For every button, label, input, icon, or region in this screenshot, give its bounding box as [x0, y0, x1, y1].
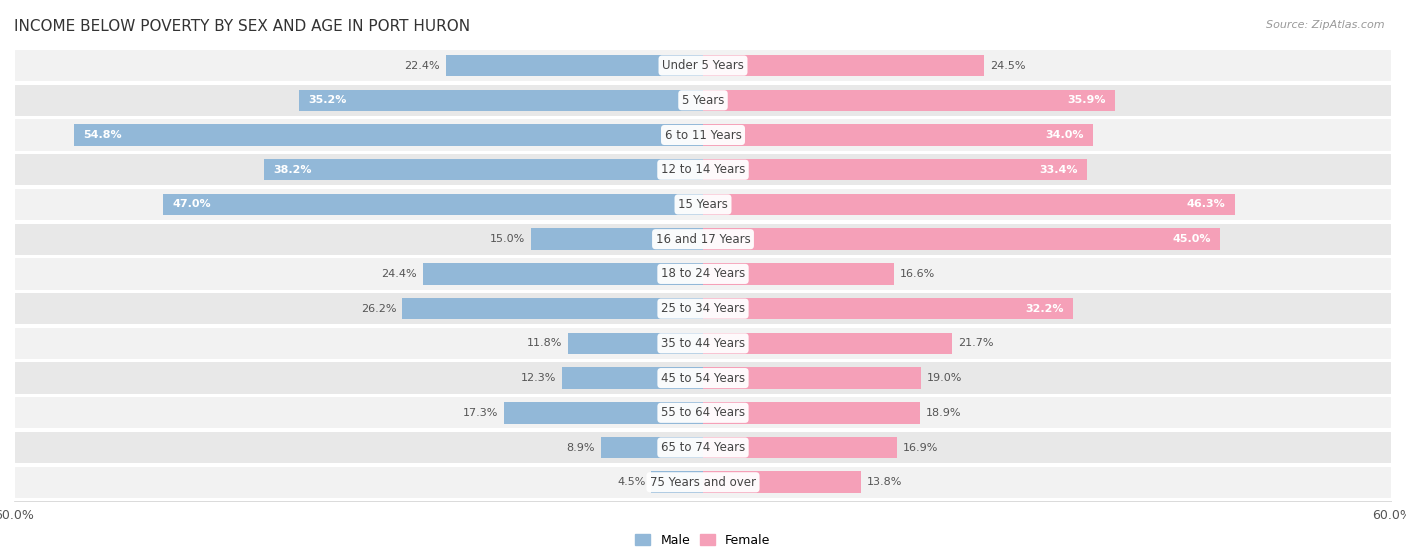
Text: 38.2%: 38.2% [274, 165, 312, 175]
Text: 22.4%: 22.4% [405, 60, 440, 70]
Bar [703, 263, 894, 285]
Text: 11.8%: 11.8% [526, 338, 562, 348]
Bar [703, 367, 921, 389]
Bar [14, 396, 1392, 429]
Bar [423, 263, 703, 285]
Text: 26.2%: 26.2% [361, 304, 396, 314]
Bar [14, 326, 1392, 360]
Text: 35.9%: 35.9% [1067, 95, 1107, 105]
Bar [14, 222, 1392, 256]
Bar [14, 49, 1392, 82]
Bar [14, 292, 1392, 325]
Bar [14, 153, 1392, 186]
Text: 24.5%: 24.5% [990, 60, 1025, 70]
Text: 54.8%: 54.8% [83, 130, 121, 140]
Text: 15 Years: 15 Years [678, 198, 728, 211]
Text: Under 5 Years: Under 5 Years [662, 59, 744, 72]
Text: 24.4%: 24.4% [381, 269, 418, 279]
Text: 19.0%: 19.0% [927, 373, 962, 383]
Bar [703, 298, 1073, 319]
Bar [446, 55, 703, 77]
Bar [703, 471, 862, 493]
Text: 45 to 54 Years: 45 to 54 Years [661, 372, 745, 385]
Text: 55 to 64 Years: 55 to 64 Years [661, 406, 745, 419]
Bar [14, 257, 1392, 291]
Bar [703, 159, 1087, 181]
Bar [14, 188, 1392, 221]
Text: Source: ZipAtlas.com: Source: ZipAtlas.com [1267, 20, 1385, 30]
Bar [505, 402, 703, 424]
Bar [14, 119, 1392, 151]
Bar [651, 471, 703, 493]
Text: 5 Years: 5 Years [682, 94, 724, 107]
Text: 45.0%: 45.0% [1173, 234, 1211, 244]
Bar [402, 298, 703, 319]
Bar [264, 159, 703, 181]
Text: 35 to 44 Years: 35 to 44 Years [661, 337, 745, 350]
Legend: Male, Female: Male, Female [630, 529, 776, 552]
Text: INCOME BELOW POVERTY BY SEX AND AGE IN PORT HURON: INCOME BELOW POVERTY BY SEX AND AGE IN P… [14, 19, 470, 34]
Bar [568, 333, 703, 354]
Bar [14, 362, 1392, 395]
Bar [14, 431, 1392, 464]
Bar [531, 229, 703, 250]
Text: 47.0%: 47.0% [173, 200, 211, 210]
Bar [703, 55, 984, 77]
Bar [163, 194, 703, 215]
Text: 32.2%: 32.2% [1025, 304, 1063, 314]
Text: 12.3%: 12.3% [520, 373, 555, 383]
Bar [600, 437, 703, 458]
Text: 18.9%: 18.9% [925, 408, 962, 418]
Bar [703, 229, 1219, 250]
Bar [14, 466, 1392, 499]
Bar [703, 124, 1094, 146]
Text: 13.8%: 13.8% [868, 477, 903, 487]
Text: 16.6%: 16.6% [900, 269, 935, 279]
Bar [14, 84, 1392, 117]
Text: 16.9%: 16.9% [903, 443, 938, 453]
Text: 4.5%: 4.5% [617, 477, 645, 487]
Text: 12 to 14 Years: 12 to 14 Years [661, 163, 745, 176]
Text: 8.9%: 8.9% [567, 443, 595, 453]
Text: 16 and 17 Years: 16 and 17 Years [655, 233, 751, 246]
Text: 33.4%: 33.4% [1039, 165, 1077, 175]
Bar [703, 437, 897, 458]
Bar [703, 402, 920, 424]
Text: 6 to 11 Years: 6 to 11 Years [665, 129, 741, 141]
Text: 46.3%: 46.3% [1187, 200, 1226, 210]
Bar [703, 194, 1234, 215]
Text: 34.0%: 34.0% [1046, 130, 1084, 140]
Text: 21.7%: 21.7% [957, 338, 994, 348]
Text: 17.3%: 17.3% [463, 408, 499, 418]
Text: 18 to 24 Years: 18 to 24 Years [661, 267, 745, 281]
Text: 25 to 34 Years: 25 to 34 Years [661, 302, 745, 315]
Bar [703, 89, 1115, 111]
Bar [73, 124, 703, 146]
Bar [562, 367, 703, 389]
Bar [703, 333, 952, 354]
Text: 75 Years and over: 75 Years and over [650, 476, 756, 489]
Bar [299, 89, 703, 111]
Text: 35.2%: 35.2% [308, 95, 346, 105]
Text: 15.0%: 15.0% [489, 234, 524, 244]
Text: 65 to 74 Years: 65 to 74 Years [661, 441, 745, 454]
